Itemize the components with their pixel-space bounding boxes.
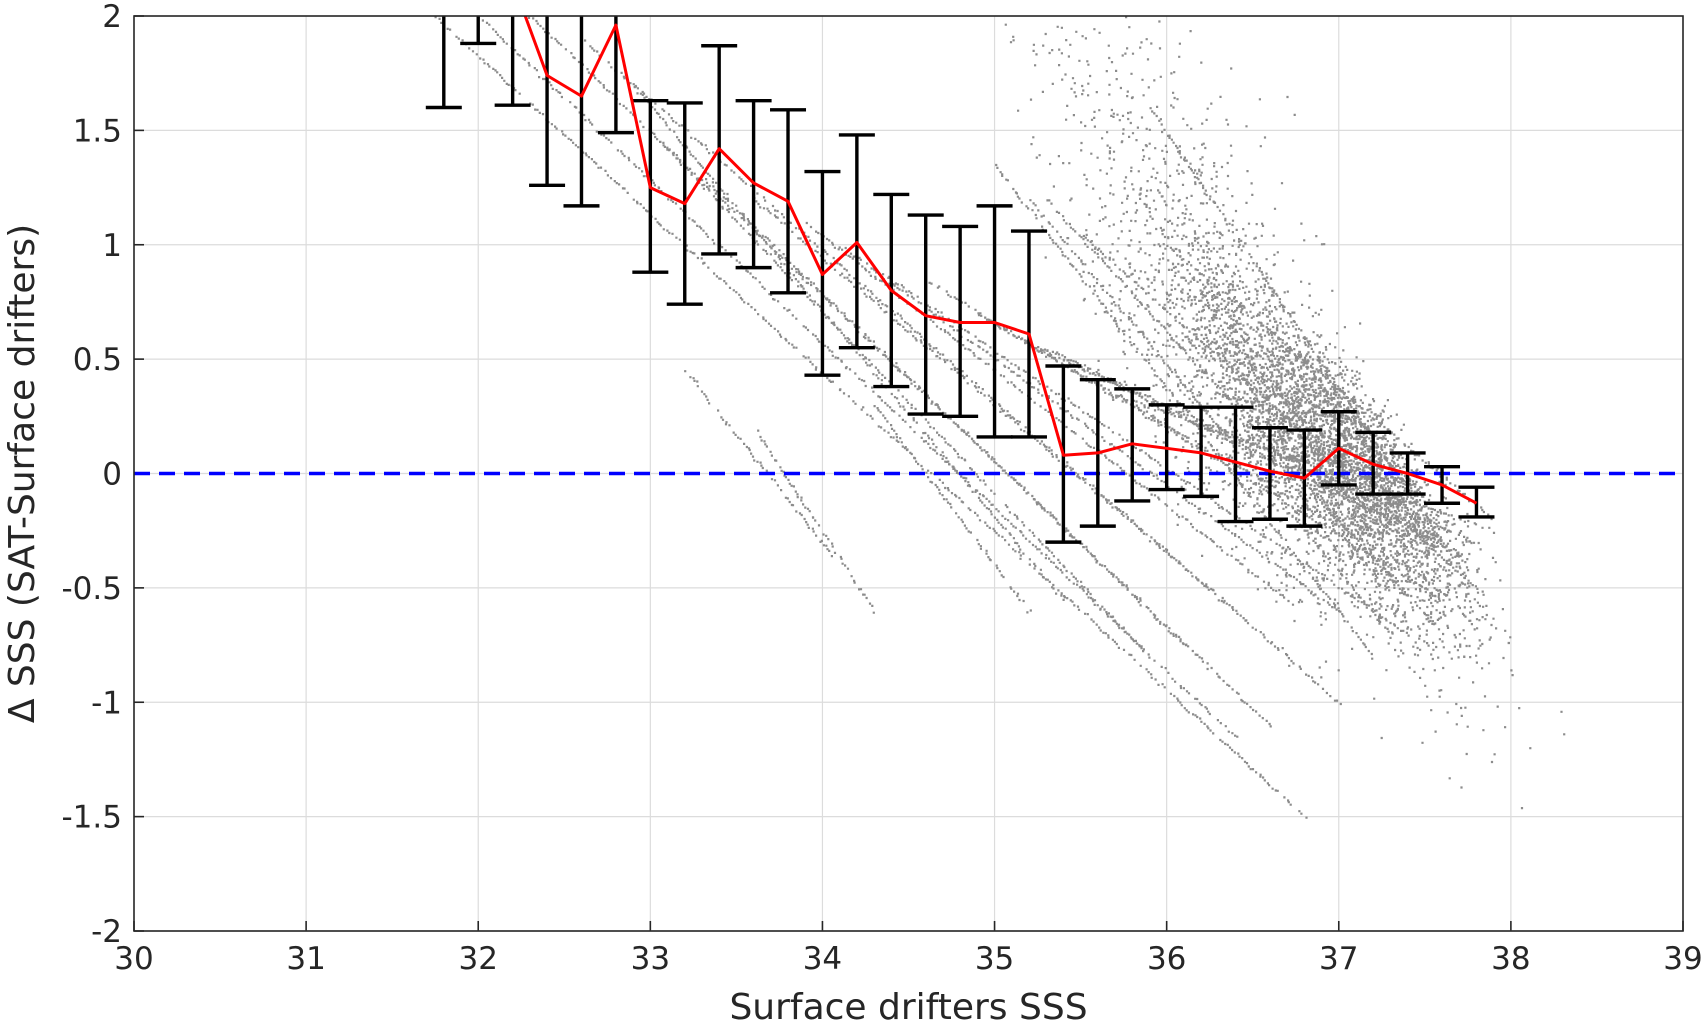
scatter-point-set [434, 16, 1566, 819]
y-tick-label: 0.5 [73, 342, 122, 378]
x-tick-label: 34 [803, 941, 842, 977]
x-tick-labels: 30 31 32 33 34 35 36 37 38 39 [114, 941, 1702, 977]
y-tick-label: -0.5 [62, 571, 123, 607]
x-tick-label: 32 [458, 941, 497, 977]
error-bar [529, 16, 566, 187]
error-bar [494, 16, 531, 107]
x-tick-label: 39 [1663, 941, 1702, 977]
y-tick-label: -1 [91, 685, 122, 721]
error-bar [425, 16, 462, 110]
x-tick-label: 33 [631, 941, 670, 977]
y-tick-label: 1.5 [73, 113, 122, 149]
error-bar [1251, 426, 1288, 521]
scatter-points [434, 16, 1566, 819]
y-tick-label: 1 [102, 228, 122, 264]
y-axis-label: Δ SSS (SAT-Surface drifters) [2, 224, 43, 723]
y-tick-label: 2 [102, 0, 122, 35]
x-tick-label: 30 [114, 941, 153, 977]
x-axis-label: Surface drifters SSS [729, 987, 1087, 1028]
y-tick-label: -2 [91, 914, 122, 950]
mean-line-path [523, 16, 1478, 505]
x-tick-label: 36 [1147, 941, 1186, 977]
error-bar [460, 16, 497, 46]
y-tick-label: -1.5 [62, 800, 123, 836]
x-tick-label: 35 [975, 941, 1014, 977]
mean-line [523, 16, 1478, 505]
plot-frame [133, 15, 1684, 932]
y-tick-labels: -2 -1.5 -1 -0.5 0 0.5 1 1.5 2 [62, 0, 123, 950]
x-tick-label: 38 [1491, 941, 1530, 977]
x-tick-label: 31 [286, 941, 325, 977]
error-bar [563, 16, 600, 208]
y-tick-label: 0 [102, 457, 122, 493]
x-tick-label: 37 [1319, 941, 1358, 977]
error-bar [1217, 405, 1254, 524]
